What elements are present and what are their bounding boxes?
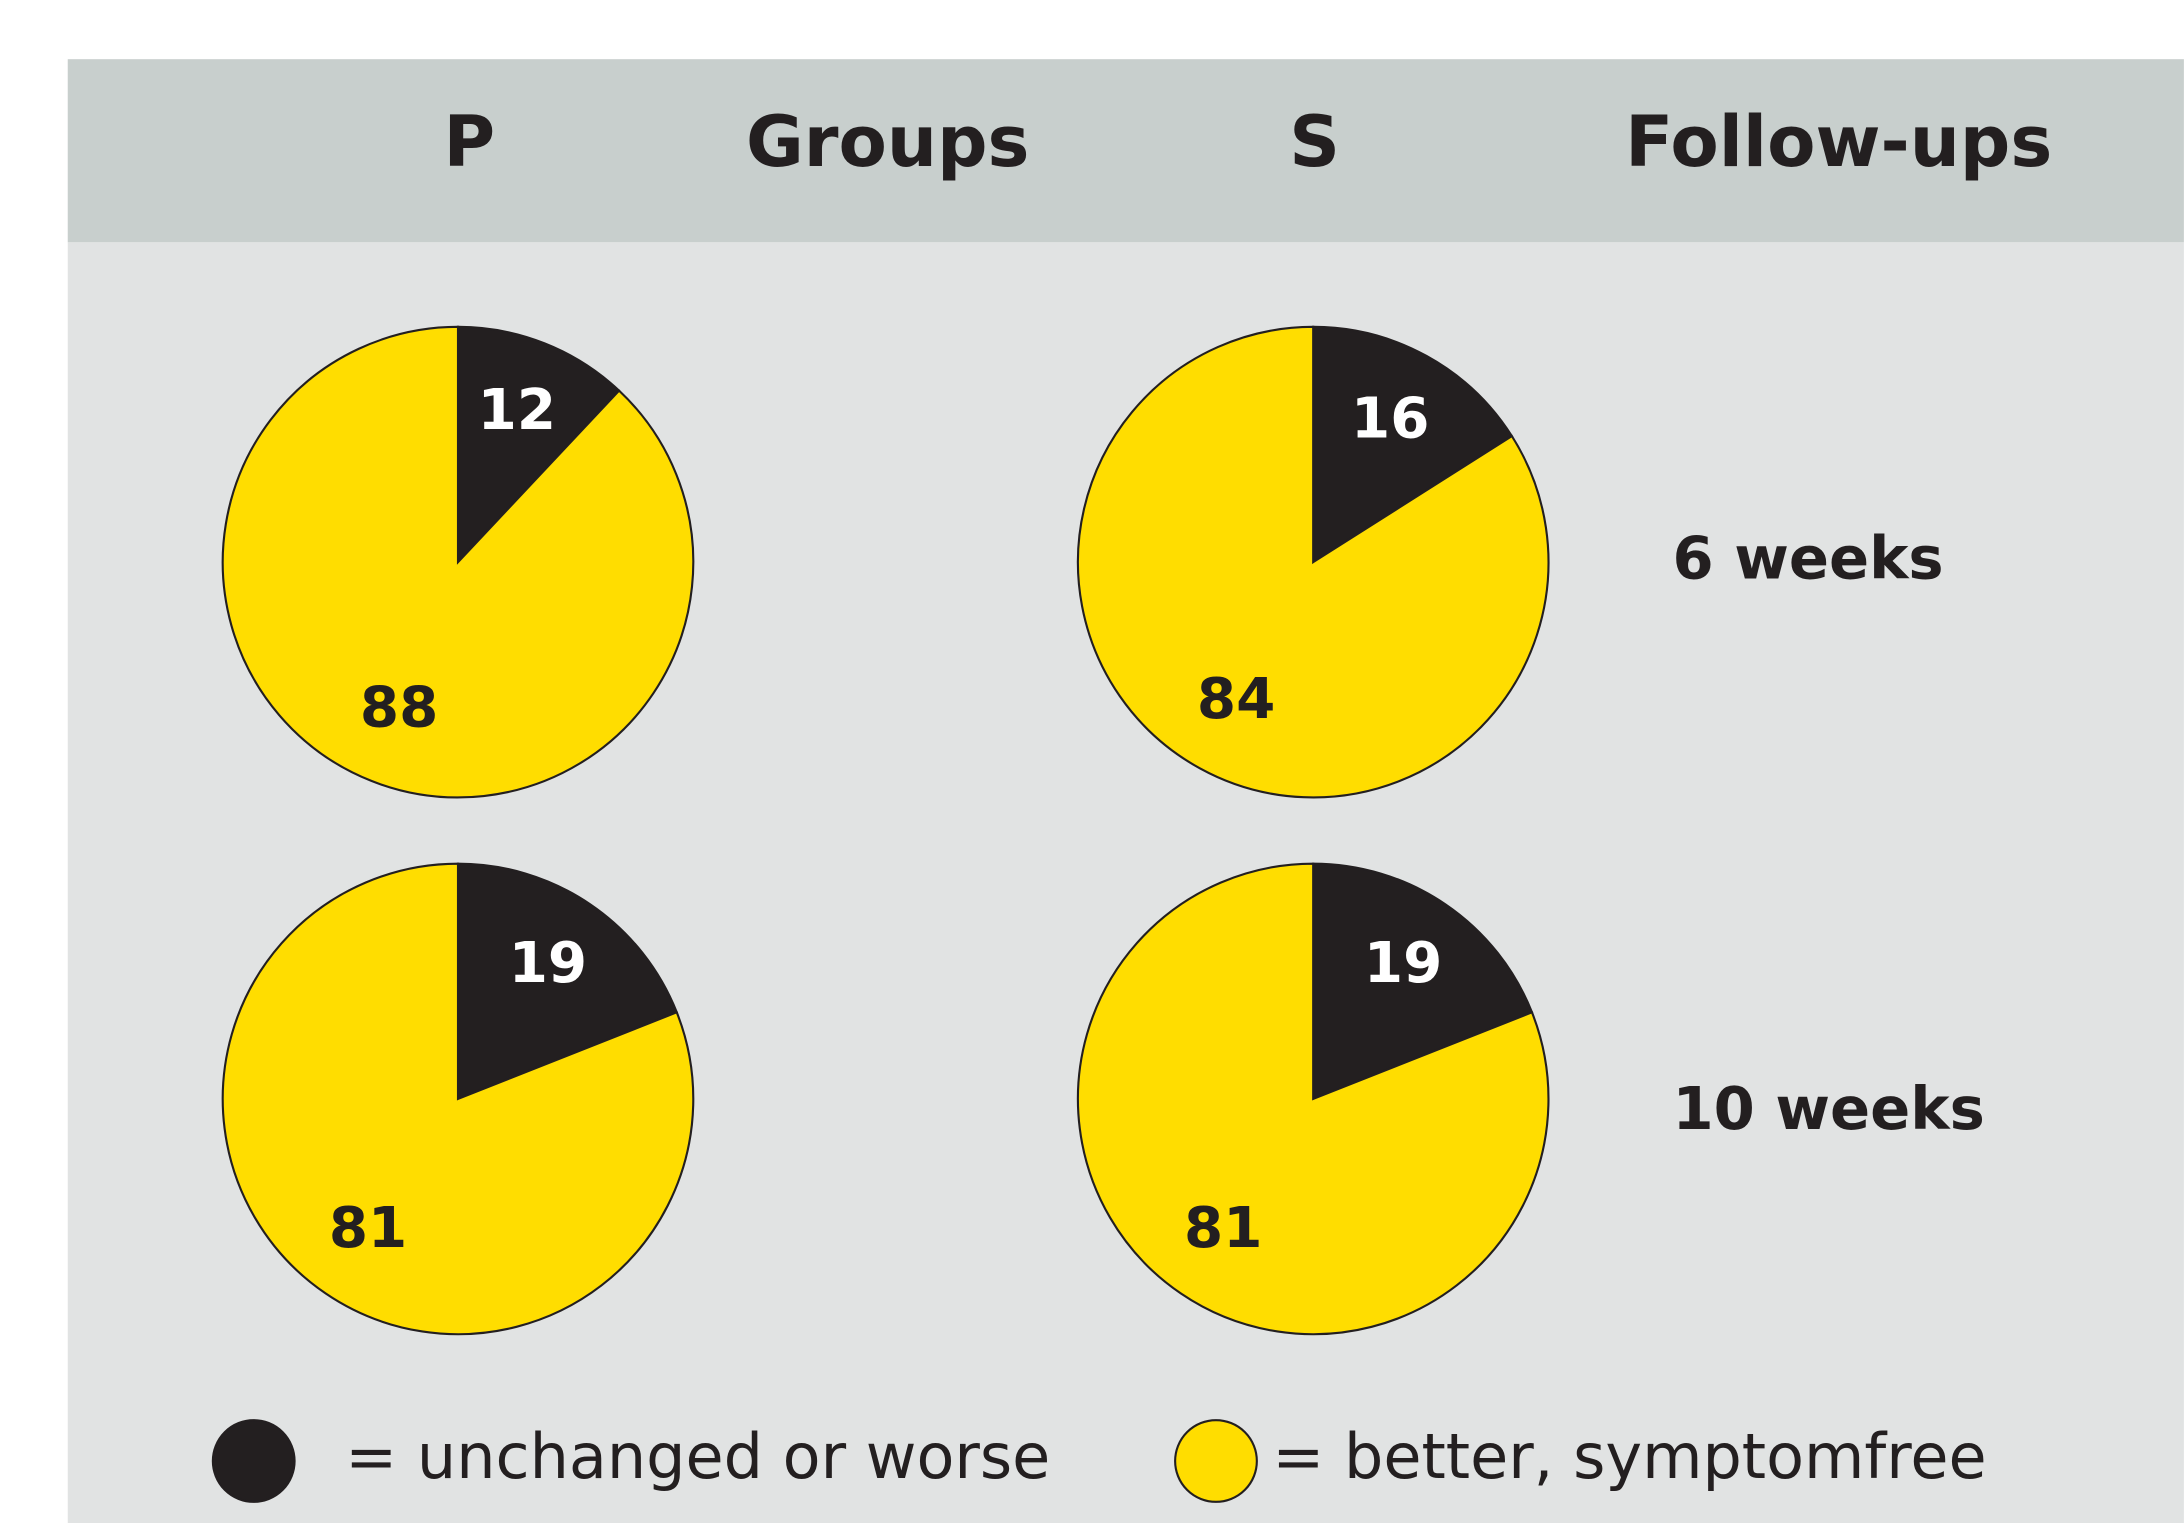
pie-slice — [221, 862, 695, 1336]
pie-slice — [1312, 325, 1514, 565]
column-header: Follow-ups — [1625, 101, 2052, 183]
row-label: 6 weeks — [1672, 523, 1943, 592]
legend-label: = unchanged or worse — [345, 1420, 1050, 1493]
pie-slice — [456, 325, 621, 565]
row-label: 10 weeks — [1672, 1074, 1984, 1143]
pie-slice — [1076, 325, 1550, 799]
slice-label: 16 — [1351, 387, 1429, 452]
pie-slice — [1312, 862, 1534, 1101]
slice-label: 12 — [478, 378, 556, 443]
pie-slice — [1076, 862, 1550, 1336]
slice-label: 81 — [1184, 1196, 1262, 1261]
pie-slice — [456, 862, 679, 1101]
legend-swatch — [1174, 1419, 1258, 1503]
legend-label: = better, symptomfree — [1272, 1420, 1986, 1493]
slice-label: 84 — [1197, 667, 1275, 732]
pie-slice — [221, 325, 695, 799]
column-header: P — [443, 101, 495, 183]
column-header: S — [1289, 101, 1340, 183]
legend-swatch — [211, 1419, 296, 1503]
slice-label: 19 — [509, 931, 587, 996]
column-header: Groups — [746, 101, 1029, 183]
slice-label: 81 — [329, 1196, 407, 1261]
header-band — [67, 59, 2184, 243]
slice-label: 19 — [1364, 931, 1442, 996]
slice-label: 88 — [360, 676, 438, 741]
